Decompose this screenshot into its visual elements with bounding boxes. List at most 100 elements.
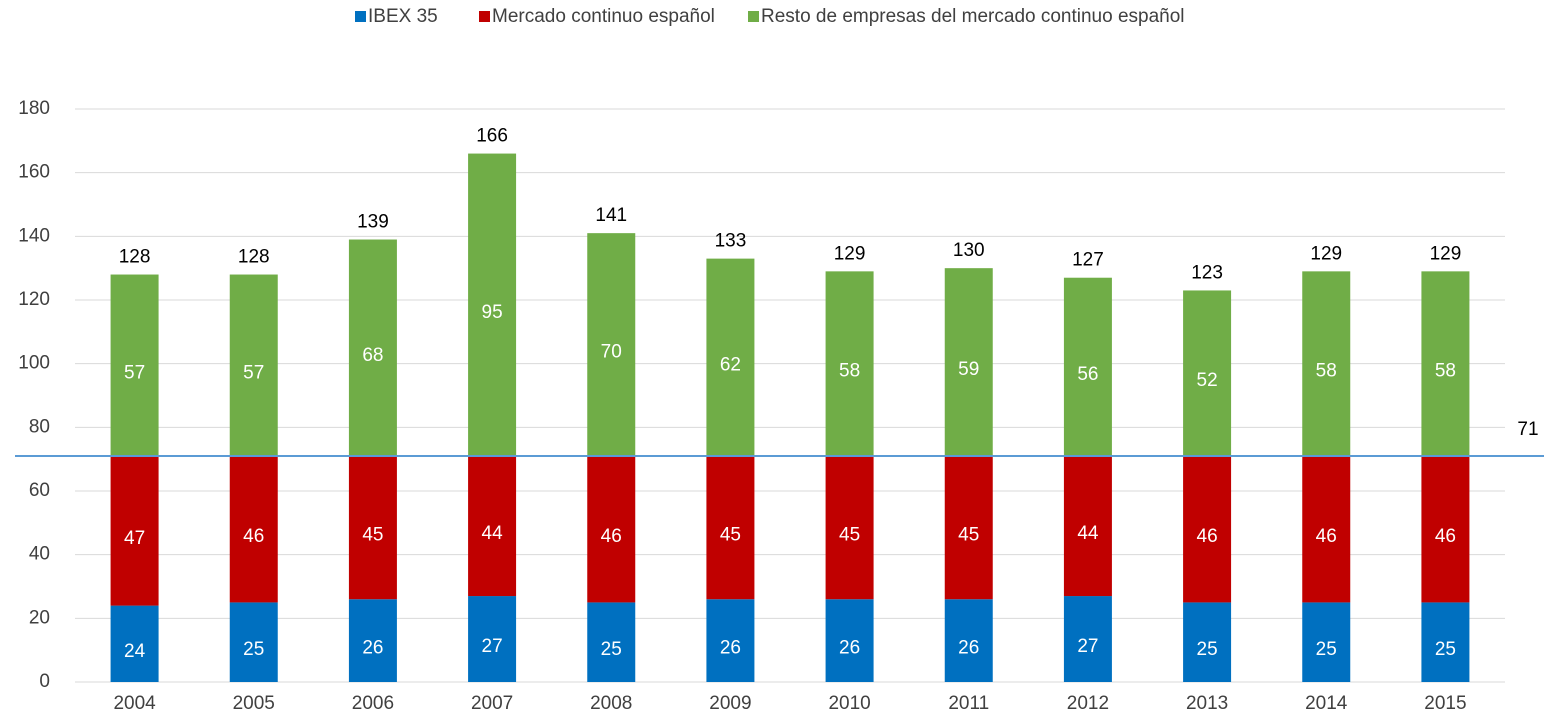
value-label: 58: [1435, 361, 1456, 382]
legend-swatch: [355, 11, 366, 22]
value-label: 27: [1077, 636, 1098, 657]
x-tick-label: 2009: [709, 693, 751, 714]
x-tick-label: 2008: [590, 693, 632, 714]
value-label: 68: [362, 345, 383, 366]
value-label: 25: [601, 639, 622, 660]
bar-segment: [1302, 271, 1351, 456]
total-label: 128: [238, 247, 270, 268]
x-tick-label: 2007: [471, 693, 513, 714]
value-label: 58: [839, 361, 860, 382]
value-label: 57: [124, 362, 145, 383]
bar-segment: [944, 599, 993, 682]
value-label: 95: [482, 302, 503, 323]
value-label: 70: [601, 342, 622, 363]
legend-swatch: [479, 11, 490, 22]
value-label: 58: [1316, 361, 1337, 382]
value-label: 44: [1077, 523, 1099, 544]
bar-segment: [944, 268, 993, 456]
bar-segment: [825, 271, 874, 456]
value-label: 45: [362, 525, 383, 546]
bar-segment: [110, 274, 159, 456]
legend-label: Resto de empresas del mercado continuo e…: [761, 6, 1185, 27]
total-label: 123: [1191, 262, 1223, 283]
total-label: 139: [357, 212, 389, 233]
value-label: 44: [482, 523, 504, 544]
x-tick-label: 2005: [233, 693, 275, 714]
bar-segment: [348, 599, 397, 682]
value-label: 52: [1197, 370, 1218, 391]
value-label: 25: [1197, 639, 1218, 660]
y-tick-label: 40: [29, 544, 50, 565]
bar-segment: [1183, 455, 1232, 603]
legend-label: Mercado continuo español: [492, 6, 715, 27]
bar-segment: [706, 258, 755, 456]
bar-segment: [1183, 290, 1232, 456]
total-label: 141: [595, 205, 627, 226]
bar-segment: [1421, 602, 1470, 682]
bar-segment: [468, 455, 517, 597]
x-tick-label: 2015: [1424, 693, 1466, 714]
bar-segment: [1063, 596, 1112, 682]
total-label: 130: [953, 240, 985, 261]
y-tick-label: 180: [18, 98, 50, 119]
bar-segment: [587, 602, 636, 682]
x-tick-label: 2004: [113, 693, 156, 714]
value-label: 26: [720, 638, 741, 659]
value-label: 46: [1197, 526, 1218, 547]
total-label: 128: [119, 247, 151, 268]
bar-segment: [1183, 602, 1232, 682]
y-tick-label: 0: [39, 671, 50, 692]
bar-segment: [825, 599, 874, 682]
x-tick-label: 2012: [1067, 693, 1109, 714]
bar-segment: [348, 239, 397, 456]
bar-segment: [468, 596, 517, 682]
value-label: 57: [243, 362, 264, 383]
y-tick-label: 140: [18, 225, 50, 246]
bar-segment: [587, 233, 636, 456]
bar-segment: [706, 455, 755, 600]
bar-segment: [1063, 277, 1112, 456]
y-tick-label: 80: [29, 416, 50, 437]
value-label: 45: [720, 525, 741, 546]
total-label: 133: [715, 231, 747, 252]
bar-segment: [1302, 602, 1351, 682]
value-label: 25: [243, 639, 264, 660]
bar-segment: [110, 455, 159, 606]
y-tick-label: 100: [18, 353, 50, 374]
total-label: 166: [476, 126, 508, 147]
value-label: 59: [958, 359, 979, 380]
value-label: 46: [243, 526, 264, 547]
x-tick-label: 2013: [1186, 693, 1228, 714]
value-label: 26: [839, 638, 860, 659]
value-label: 46: [1435, 526, 1456, 547]
reference-label: 71: [1517, 419, 1538, 440]
x-tick-label: 2010: [828, 693, 870, 714]
value-label: 46: [1316, 526, 1337, 547]
y-tick-label: 60: [29, 480, 50, 501]
bar-segment: [229, 602, 278, 682]
value-label: 62: [720, 354, 741, 375]
bar-segment: [1063, 455, 1112, 597]
value-label: 56: [1077, 364, 1098, 385]
legend-label: IBEX 35: [368, 6, 438, 27]
total-label: 129: [1310, 243, 1342, 264]
bar-segment: [825, 455, 874, 600]
y-tick-label: 160: [18, 162, 50, 183]
legend-swatch: [748, 11, 759, 22]
y-tick-label: 20: [29, 607, 50, 628]
bar-segment: [229, 455, 278, 603]
value-label: 26: [958, 638, 979, 659]
value-label: 27: [482, 636, 503, 657]
y-tick-label: 120: [18, 289, 50, 310]
total-label: 129: [834, 243, 866, 264]
value-label: 25: [1435, 639, 1456, 660]
bar-segment: [229, 274, 278, 456]
bar-segment: [587, 455, 636, 603]
value-label: 25: [1316, 639, 1337, 660]
bar-segment: [348, 455, 397, 600]
bar-segment: [706, 599, 755, 682]
bar-segment: [1421, 271, 1470, 456]
value-label: 45: [839, 525, 860, 546]
x-tick-label: 2014: [1305, 693, 1348, 714]
